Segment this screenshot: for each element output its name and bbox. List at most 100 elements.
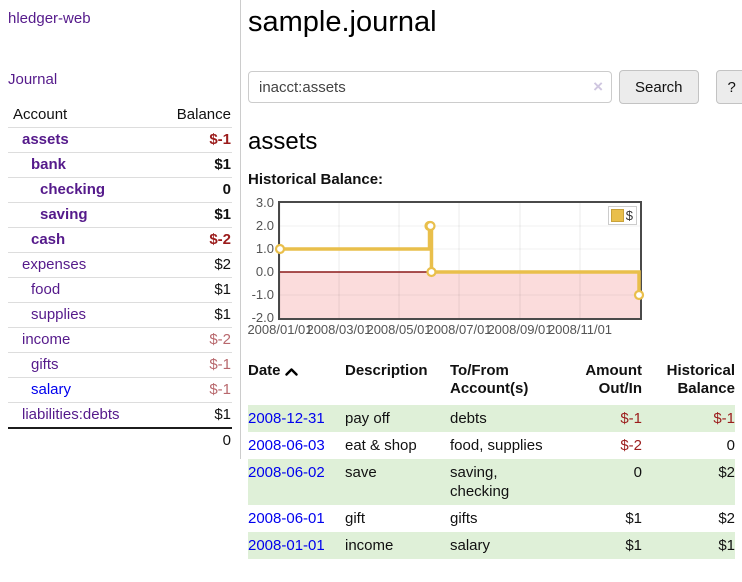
transaction-row: 2008-01-01 income salary $1 $1 <box>248 532 735 559</box>
hist-balance-column-header: Historical Balance <box>666 362 735 397</box>
transaction-description: income <box>345 537 394 554</box>
accounts-table: Account Balance assets $-1 bank $1 check… <box>8 105 232 453</box>
amount-column-header: Amount Out/In <box>585 362 642 397</box>
x-axis-tick-label: 2008/05/01 <box>366 322 432 337</box>
transaction-date-link[interactable]: 2008-12-31 <box>248 410 325 427</box>
chart-plot-area: $ <box>274 201 645 320</box>
account-row: expenses $2 <box>8 252 232 278</box>
search-form: × Search ? <box>248 70 742 104</box>
main-content: sample.journal × Search ? assets Histori… <box>247 0 742 559</box>
account-link[interactable]: liabilities:debts <box>22 406 120 423</box>
transaction-row: 2008-06-02 save saving, checking 0 $2 <box>248 459 735 505</box>
accounts-table-body: assets $-1 bank $1 checking 0 saving $1 … <box>8 127 232 429</box>
clear-search-icon[interactable]: × <box>593 77 603 96</box>
sort-ascending-icon <box>284 368 298 376</box>
account-balance: $1 <box>214 306 231 323</box>
transaction-row: 2008-06-01 gift gifts $1 $2 <box>248 505 735 532</box>
account-balance: $-1 <box>209 356 231 373</box>
account-balance: $-2 <box>209 231 231 248</box>
transaction-accounts: food, supplies <box>450 437 543 454</box>
y-axis-tick-label: 0.0 <box>255 264 274 279</box>
sidebar: hledger-web Journal Account Balance asse… <box>0 0 241 459</box>
y-axis-tick-label: 1.0 <box>255 241 274 256</box>
x-axis-tick-label: 2008/01/01 <box>247 322 313 337</box>
account-link[interactable]: supplies <box>31 306 87 323</box>
chart-title: Historical Balance: <box>248 171 384 188</box>
sidebar-item-journal[interactable]: Journal <box>8 71 58 88</box>
legend-label: $ <box>625 208 633 223</box>
account-balance: $1 <box>214 156 231 173</box>
x-axis-tick-label: 2008/03/01 <box>306 322 372 337</box>
account-row: liabilities:debts $1 <box>8 402 232 429</box>
search-button[interactable]: Search <box>619 70 699 104</box>
register-table-body: 2008-12-31 pay off debts $-1 $-1 2008-06… <box>248 405 735 559</box>
x-axis-tick-label: 2008/09/01 <box>487 322 553 337</box>
account-link[interactable]: checking <box>40 181 106 198</box>
transaction-amount: $-2 <box>620 437 642 454</box>
transaction-balance: $-1 <box>713 410 735 427</box>
legend-swatch-icon <box>610 209 624 222</box>
account-link[interactable]: saving <box>40 206 88 223</box>
transaction-balance: $1 <box>718 537 735 554</box>
transaction-accounts: gifts <box>450 510 478 527</box>
transaction-amount: $-1 <box>620 410 642 427</box>
balance-column-header: Balance <box>176 106 231 123</box>
date-column-header[interactable]: Date <box>248 362 345 405</box>
account-link[interactable]: assets <box>22 131 69 148</box>
app-title-link[interactable]: hledger-web <box>8 10 91 27</box>
transaction-date-link[interactable]: 2008-06-02 <box>248 464 325 481</box>
account-link[interactable]: food <box>31 281 61 298</box>
account-balance: 0 <box>222 181 231 198</box>
account-balance: $1 <box>214 406 231 423</box>
account-link[interactable]: bank <box>31 156 67 173</box>
transaction-date-link[interactable]: 2008-06-01 <box>248 510 325 527</box>
account-heading: assets <box>248 128 318 155</box>
description-column-header: Description <box>345 362 428 379</box>
transaction-balance: 0 <box>726 437 735 454</box>
account-row: assets $-1 <box>8 127 232 153</box>
transaction-description: gift <box>345 510 366 527</box>
y-axis-tick-label: -1.0 <box>251 287 274 302</box>
accounts-total-row: 0 <box>8 428 232 453</box>
account-row: income $-2 <box>8 327 232 353</box>
search-help-button[interactable]: ? <box>715 70 742 104</box>
transaction-description: pay off <box>345 410 390 427</box>
transaction-description: eat & shop <box>345 437 417 454</box>
x-axis-tick-label: 2008/07/01 <box>426 322 492 337</box>
transaction-amount: $1 <box>625 537 642 554</box>
transaction-accounts: salary <box>450 537 491 554</box>
account-balance: $2 <box>214 256 231 273</box>
accounts-total-value: 0 <box>222 432 231 449</box>
account-balance: $-1 <box>209 381 231 398</box>
chart-svg <box>274 203 645 318</box>
account-row: checking 0 <box>8 177 232 203</box>
account-link[interactable]: salary <box>31 381 72 398</box>
account-row: supplies $1 <box>8 302 232 328</box>
y-axis-tick-label: 3.0 <box>255 195 274 210</box>
y-axis-tick-label: 2.0 <box>255 218 274 233</box>
account-balance: $-1 <box>209 131 231 148</box>
account-row: saving $1 <box>8 202 232 228</box>
search-input[interactable] <box>248 71 612 103</box>
account-balance: $-2 <box>209 331 231 348</box>
transaction-date-link[interactable]: 2008-06-03 <box>248 437 325 454</box>
account-link[interactable]: expenses <box>22 256 87 273</box>
account-link[interactable]: income <box>22 331 71 348</box>
account-row: gifts $-1 <box>8 352 232 378</box>
register-table: Date Description To/From Account(s) Amou… <box>248 362 735 559</box>
account-row: cash $-2 <box>8 227 232 253</box>
x-axis-tick-label: 2008/11/01 <box>547 322 613 337</box>
transaction-accounts: debts <box>450 410 487 427</box>
account-column-header: Account <box>13 106 68 123</box>
transaction-date-link[interactable]: 2008-01-01 <box>248 537 325 554</box>
transaction-row: 2008-12-31 pay off debts $-1 $-1 <box>248 405 735 432</box>
account-link[interactable]: gifts <box>31 356 59 373</box>
balance-chart: 3.0 2.0 1.0 0.0 -1.0 -2.0 $ 2008/01/01 2008/03… <box>247 195 740 343</box>
account-balance: $1 <box>214 281 231 298</box>
transaction-accounts: saving, checking <box>450 464 510 500</box>
account-balance: $1 <box>214 206 231 223</box>
account-link[interactable]: cash <box>31 231 66 248</box>
transaction-amount: $1 <box>625 510 642 527</box>
chart-legend: $ <box>607 206 637 225</box>
y-axis-tick-label: -2.0 <box>251 310 274 325</box>
